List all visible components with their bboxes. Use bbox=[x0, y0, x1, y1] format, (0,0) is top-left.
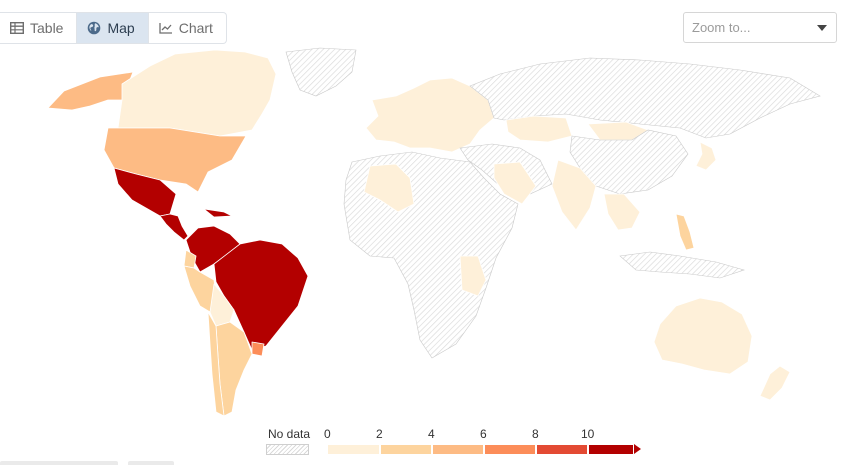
region-central-america bbox=[159, 213, 189, 241]
map-legend: No data 0 2 4 6 8 10 bbox=[0, 424, 841, 465]
zoom-to-placeholder: Zoom to... bbox=[692, 20, 751, 35]
tab-map-label: Map bbox=[107, 20, 135, 36]
region-greenland bbox=[285, 47, 357, 97]
region-uruguay bbox=[251, 341, 265, 357]
region-kazakhstan bbox=[505, 115, 573, 143]
footer-tab-stub bbox=[0, 461, 118, 465]
legend-bin-0 bbox=[327, 444, 380, 455]
region-canada bbox=[117, 49, 277, 137]
legend-no-data-swatch bbox=[266, 444, 309, 455]
region-india bbox=[551, 159, 597, 231]
legend-open-end-arrow bbox=[634, 444, 641, 454]
line-chart-icon bbox=[159, 22, 173, 34]
tab-map[interactable]: Map bbox=[77, 13, 149, 43]
tab-table-label: Table bbox=[30, 20, 64, 36]
globe-icon bbox=[87, 21, 101, 35]
region-southeast-asia bbox=[603, 193, 641, 231]
region-saudi-arabia bbox=[493, 161, 537, 205]
legend-bin-2 bbox=[432, 444, 484, 455]
legend-tick-2: 2 bbox=[376, 427, 383, 441]
legend-bin-3 bbox=[484, 444, 536, 455]
region-zambia bbox=[459, 255, 487, 297]
region-europe bbox=[365, 77, 495, 153]
legend-tick-8: 8 bbox=[532, 427, 539, 441]
tab-chart-label: Chart bbox=[178, 20, 213, 36]
legend-tick-4: 4 bbox=[428, 427, 435, 441]
region-cuba bbox=[203, 208, 233, 218]
legend-bin-1 bbox=[380, 444, 432, 455]
legend-bin-5 bbox=[588, 444, 634, 455]
region-alaska bbox=[47, 71, 134, 111]
footer-tab-stub bbox=[128, 461, 174, 465]
legend-no-data-label: No data bbox=[268, 427, 311, 441]
region-indonesia bbox=[619, 251, 746, 279]
legend-bin-4 bbox=[536, 444, 588, 455]
legend-tick-10: 10 bbox=[581, 427, 595, 441]
view-tab-bar: Table Map Chart bbox=[0, 12, 227, 44]
region-new-zealand bbox=[759, 365, 791, 401]
zoom-to-select[interactable]: Zoom to... bbox=[683, 12, 837, 43]
legend-tick-6: 6 bbox=[480, 427, 487, 441]
table-icon bbox=[10, 22, 24, 34]
region-japan bbox=[695, 141, 717, 171]
region-australia bbox=[653, 297, 753, 375]
legend-tick-0: 0 bbox=[324, 427, 331, 441]
tab-table[interactable]: Table bbox=[0, 13, 78, 43]
region-algeria bbox=[363, 163, 415, 213]
region-chile bbox=[207, 311, 225, 417]
tab-chart[interactable]: Chart bbox=[149, 13, 226, 43]
world-map bbox=[47, 47, 821, 417]
caret-down-icon bbox=[817, 24, 827, 31]
region-philippines bbox=[675, 213, 695, 251]
